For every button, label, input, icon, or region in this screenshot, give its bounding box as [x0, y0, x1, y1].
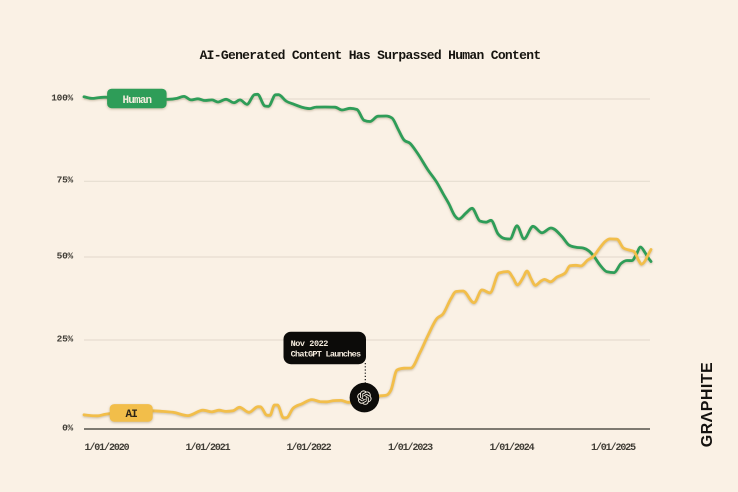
svg-text:AI-Generated Content Has Surpa: AI-Generated Content Has Surpassed Human…	[200, 48, 541, 63]
svg-text:25%: 25%	[57, 333, 74, 344]
svg-text:Human: Human	[122, 95, 151, 107]
svg-text:1/01/2024: 1/01/2024	[489, 442, 534, 454]
svg-text:0%: 0%	[62, 422, 73, 433]
svg-text:ChatGPT Launches: ChatGPT Launches	[291, 349, 361, 359]
svg-text:1/01/2021: 1/01/2021	[185, 442, 230, 454]
svg-text:Nov 2022: Nov 2022	[291, 339, 329, 349]
svg-text:GRΛPHITE: GRΛPHITE	[699, 362, 716, 447]
svg-text:AI: AI	[125, 409, 137, 421]
svg-text:1/01/2022: 1/01/2022	[286, 442, 331, 454]
svg-text:1/01/2025: 1/01/2025	[591, 442, 636, 454]
svg-text:50%: 50%	[57, 250, 74, 261]
svg-text:75%: 75%	[57, 175, 74, 186]
svg-text:100%: 100%	[51, 92, 73, 103]
svg-text:1/01/2020: 1/01/2020	[84, 442, 129, 454]
svg-text:1/01/2023: 1/01/2023	[388, 442, 433, 454]
